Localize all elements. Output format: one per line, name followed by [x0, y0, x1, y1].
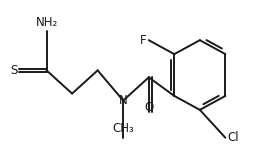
Text: F: F: [140, 34, 147, 47]
Text: Cl: Cl: [227, 131, 239, 144]
Text: S: S: [10, 64, 18, 77]
Text: O: O: [144, 101, 153, 114]
Text: N: N: [119, 94, 127, 107]
Text: NH₂: NH₂: [35, 16, 58, 29]
Text: CH₃: CH₃: [112, 122, 134, 135]
